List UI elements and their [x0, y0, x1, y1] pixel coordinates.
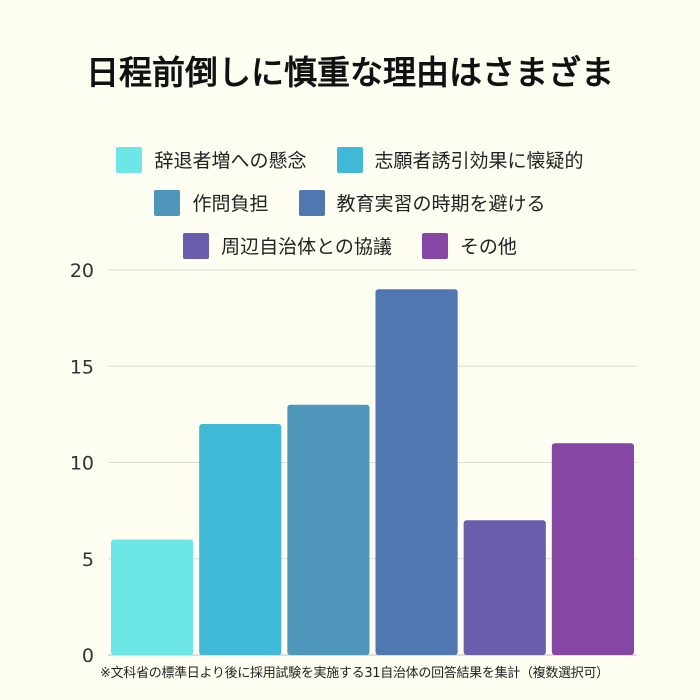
legend-item: 教育実習の時期を避ける: [298, 189, 546, 216]
bar: [111, 539, 194, 655]
legend-item: 作問負担: [154, 189, 269, 216]
bar: [375, 289, 458, 655]
bar: [551, 443, 634, 655]
legend-label: 教育実習の時期を避ける: [336, 193, 546, 215]
legend-label: 周辺自治体との協議: [221, 236, 392, 258]
footnote: ※文科省の標準日より後に採用試験を実施する31自治体の回答結果を集計（複数選択可…: [100, 666, 609, 681]
legend-item: 志願者誘引効果に懐疑的: [336, 146, 584, 173]
legend-label: 志願者誘引効果に懐疑的: [374, 150, 584, 172]
bar: [199, 424, 282, 655]
y-tick-label: 15: [70, 356, 94, 378]
legend-swatch: [154, 189, 181, 216]
y-tick-label: 0: [82, 645, 94, 667]
legend-row-3: 周辺自治体との協議 その他: [0, 232, 700, 259]
bar: [463, 520, 546, 655]
legend-label: その他: [459, 236, 517, 258]
legend-swatch: [183, 232, 210, 259]
legend-item: 辞退者増への懸念: [116, 146, 307, 173]
y-tick-label: 20: [70, 260, 94, 282]
legend-item: その他: [421, 232, 517, 259]
legend-swatch: [336, 146, 363, 173]
y-tick-label: 10: [70, 453, 94, 475]
legend-row-2: 作問負担 教育実習の時期を避ける: [0, 189, 700, 216]
chart-title: 日程前倒しに慎重な理由はさまざま: [86, 53, 614, 92]
legend-swatch: [116, 146, 143, 173]
legend-label: 辞退者増への懸念: [154, 150, 307, 172]
bar: [287, 404, 370, 655]
y-tick-label: 5: [82, 549, 94, 571]
legend-label: 作問負担: [192, 193, 269, 215]
legend-row-1: 辞退者増への懸念 志願者誘引効果に懐疑的: [0, 146, 700, 173]
legend-item: 周辺自治体との協議: [183, 232, 392, 259]
legend-swatch: [298, 189, 325, 216]
legend-swatch: [421, 232, 448, 259]
